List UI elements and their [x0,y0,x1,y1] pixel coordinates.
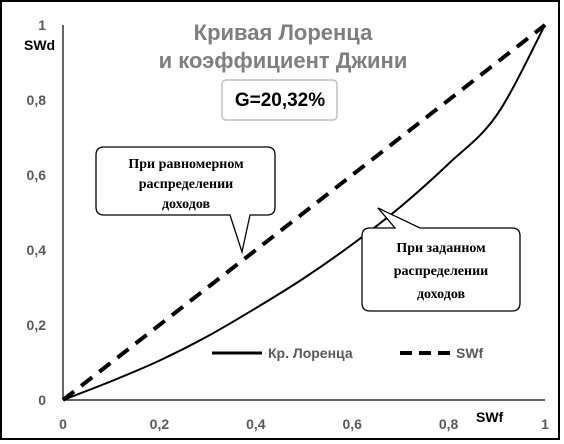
chart-title-line-1: Кривая Лоренца [194,20,373,45]
x-tick-label: 0,8 [439,416,459,432]
x-tick-group: 0 0,2 0,4 0,6 0,8 1 [59,416,549,432]
x-axis-label: SWf [476,409,504,425]
legend-swf-label: SWf [456,345,484,361]
y-tick-group: 0 0,2 0,4 0,6 0,8 1 [27,17,47,408]
legend-lorenz-label: Кр. Лоренца [268,345,353,361]
gini-box [221,79,338,121]
callout-given-line-3: доходов [417,287,466,302]
callout-given [361,207,521,312]
x-tick-label: 0,2 [150,416,170,432]
series-lorenz-curve [62,24,546,401]
y-tick-label: 0,6 [27,167,47,183]
callout-uniform-line-1: При равномерном [128,157,244,172]
callout-given-line-1: При заданном [396,241,486,256]
callout-uniform-line-2: распределении [139,177,233,192]
y-axis-label: SWd [24,37,55,53]
chart-title-line-2: и коэффициент Джини [159,48,408,73]
callout-uniform [95,146,276,255]
callout-given-line-2: распределении [394,264,488,279]
y-tick-label: 0 [38,392,46,408]
y-tick-label: 1 [38,17,46,33]
y-tick-label: 0,2 [27,317,47,333]
gini-value: G=20,32% [235,90,325,111]
series-layer [61,23,547,402]
series-swf-line [61,23,547,402]
x-tick-label: 0,6 [342,416,362,432]
y-tick-label: 0,8 [27,92,47,108]
callout-uniform-line-3: доходов [162,197,211,212]
y-tick-label: 0,4 [27,242,47,258]
x-tick-label: 0,4 [246,416,266,432]
x-tick-label: 1 [541,416,549,432]
x-tick-label: 0 [59,416,67,432]
